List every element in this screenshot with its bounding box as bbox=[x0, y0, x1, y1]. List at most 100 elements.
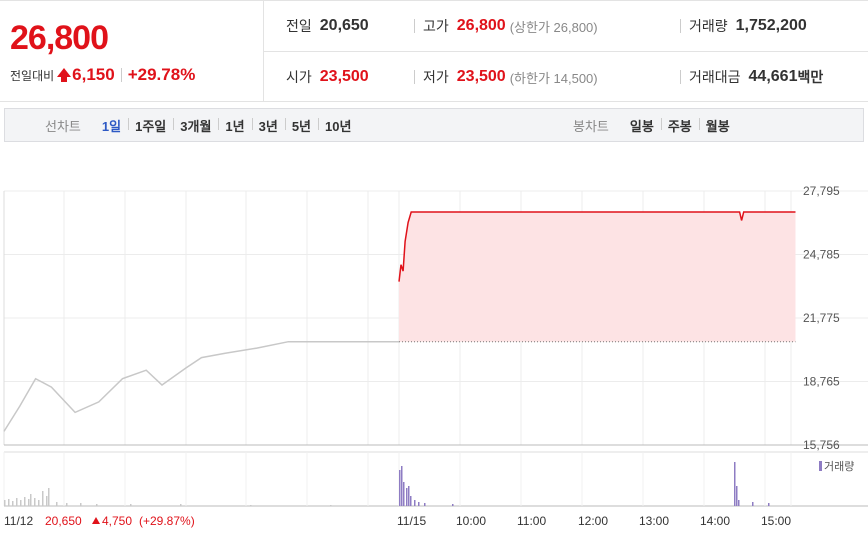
volume-grid bbox=[3, 451, 868, 507]
price-box: 26,800 전일대비 6,150 +29.78% bbox=[0, 1, 264, 102]
volume-bar bbox=[250, 505, 252, 506]
change-value: 6,150 bbox=[72, 65, 115, 84]
volume-bar bbox=[38, 500, 40, 506]
divider bbox=[680, 70, 681, 84]
volume-bar bbox=[20, 500, 22, 506]
caption-change: 4,750 bbox=[102, 514, 132, 528]
volume-bar bbox=[452, 504, 454, 506]
volume-bar bbox=[401, 466, 403, 506]
prev-day-caption: 20,650 4,750 (+29.87%) bbox=[45, 514, 195, 528]
change-row: 전일대비 6,150 +29.78% bbox=[10, 65, 195, 85]
volume-label: 거래량 bbox=[689, 18, 728, 34]
low-label: 저가 bbox=[423, 69, 449, 85]
amount: 거래대금 44,661 백만 bbox=[680, 67, 823, 87]
tab-1w[interactable]: 1주일 bbox=[128, 116, 173, 135]
y-tick-label: 15,756 bbox=[803, 438, 840, 452]
volume-bars bbox=[4, 462, 770, 506]
volume-bar bbox=[403, 482, 405, 506]
volume-value: 1,752,200 bbox=[735, 17, 807, 34]
tab-daily[interactable]: 일봉 bbox=[629, 118, 654, 134]
change-percent: +29.78% bbox=[127, 65, 196, 84]
volume-bar bbox=[736, 486, 738, 506]
volume-bar bbox=[56, 502, 58, 506]
volume-bar bbox=[408, 486, 410, 506]
volume-bar bbox=[414, 500, 416, 506]
y-tick-label: 18,765 bbox=[803, 375, 840, 389]
prev-close-label: 전일 bbox=[286, 18, 312, 34]
change-label: 전일대비 bbox=[10, 68, 55, 83]
low: 저가 23,500 (하한가 14,500) bbox=[414, 67, 598, 87]
high-label: 고가 bbox=[423, 18, 449, 34]
caption-up-icon bbox=[92, 517, 100, 524]
today-line bbox=[398, 211, 796, 282]
amount-label: 거래대금 bbox=[689, 69, 741, 85]
volume-bar bbox=[410, 496, 412, 506]
candle-chart-tabs: 봉차트 일봉 주봉 월봉 bbox=[573, 109, 737, 141]
amount-unit: 백만 bbox=[797, 69, 824, 85]
volume-bar bbox=[80, 503, 82, 506]
volume-legend-text: 거래량 bbox=[824, 460, 854, 473]
divider bbox=[680, 19, 681, 33]
x-axis-label: 11/12 bbox=[4, 514, 33, 528]
volume-bar bbox=[28, 499, 30, 506]
volume-bar bbox=[48, 488, 50, 506]
volume-bar bbox=[96, 504, 98, 506]
line-chart-label: 선차트 bbox=[45, 118, 81, 134]
x-axis-label: 13:00 bbox=[639, 514, 669, 528]
volume-bar bbox=[418, 502, 420, 506]
quote-row-1: 전일 20,650 고가 26,800 (상한가 26,800) 거래량 1,7… bbox=[264, 1, 868, 52]
divider bbox=[120, 68, 122, 82]
x-axis-label: 11:00 bbox=[517, 514, 546, 528]
y-tick-label: 27,795 bbox=[803, 184, 840, 198]
volume-legend: 거래량 bbox=[819, 460, 854, 473]
tab-3y[interactable]: 3년 bbox=[251, 116, 285, 135]
lower-limit: (하한가 14,500) bbox=[509, 70, 598, 86]
volume-bar bbox=[424, 503, 426, 506]
volume-bar bbox=[768, 503, 770, 506]
volume-bar bbox=[24, 497, 26, 506]
volume-bar bbox=[4, 500, 6, 506]
today-area bbox=[399, 212, 796, 342]
volume-bar bbox=[34, 498, 36, 506]
candle-chart-label: 봉차트 bbox=[573, 118, 609, 134]
volume-bar bbox=[30, 494, 32, 506]
tab-10y[interactable]: 10년 bbox=[318, 116, 358, 135]
tab-3m[interactable]: 3개월 bbox=[173, 116, 218, 135]
low-value: 23,500 bbox=[456, 68, 506, 85]
x-axis-label: 11/15 bbox=[397, 514, 426, 528]
volume-bar bbox=[12, 501, 14, 506]
x-axis-labels: 11/12 11/15 10:00 11:00 12:00 13:00 14:00 15:00 bbox=[4, 514, 791, 528]
x-axis-label: 10:00 bbox=[456, 514, 486, 528]
y-tick-label: 21,775 bbox=[803, 311, 840, 325]
volume-bar bbox=[406, 488, 408, 506]
volume-bar bbox=[42, 491, 44, 506]
open-label: 시가 bbox=[286, 69, 312, 85]
open: 시가 23,500 bbox=[286, 67, 369, 87]
tab-1y[interactable]: 1년 bbox=[218, 116, 251, 135]
chart-tabs: 선차트 1일 1주일 3개월 1년 3년 5년 10년 봉차트 일봉 주봉 월봉 bbox=[4, 108, 864, 142]
tab-monthly[interactable]: 월봉 bbox=[698, 116, 737, 135]
volume-bar bbox=[130, 504, 132, 506]
y-axis-ticks: 27,795 24,785 21,775 18,765 15,756 bbox=[803, 184, 840, 452]
y-tick-label: 24,785 bbox=[803, 248, 840, 262]
tab-weekly[interactable]: 주봉 bbox=[660, 116, 699, 135]
volume-legend-swatch bbox=[819, 461, 822, 471]
volume-bar bbox=[752, 502, 754, 506]
volume: 거래량 1,752,200 bbox=[680, 16, 807, 36]
line-chart-tabs: 선차트 1일 1주일 3개월 1년 3년 5년 10년 bbox=[45, 109, 358, 141]
x-axis-label: 14:00 bbox=[700, 514, 730, 528]
volume-bar bbox=[16, 498, 18, 506]
up-arrow-icon bbox=[57, 67, 72, 82]
high-value: 26,800 bbox=[456, 17, 506, 34]
high: 고가 26,800 (상한가 26,800) bbox=[414, 16, 598, 36]
quote-row-2: 시가 23,500 저가 23,500 (하한가 14,500) 거래대금 44… bbox=[264, 52, 868, 102]
x-axis-label: 12:00 bbox=[578, 514, 608, 528]
amount-value: 44,661 bbox=[748, 68, 798, 85]
tab-5y[interactable]: 5년 bbox=[284, 116, 318, 135]
divider bbox=[414, 70, 415, 84]
divider bbox=[414, 19, 415, 33]
tab-1d[interactable]: 1일 bbox=[101, 118, 122, 134]
volume-bar bbox=[66, 503, 68, 506]
x-axis-label: 15:00 bbox=[761, 514, 791, 528]
